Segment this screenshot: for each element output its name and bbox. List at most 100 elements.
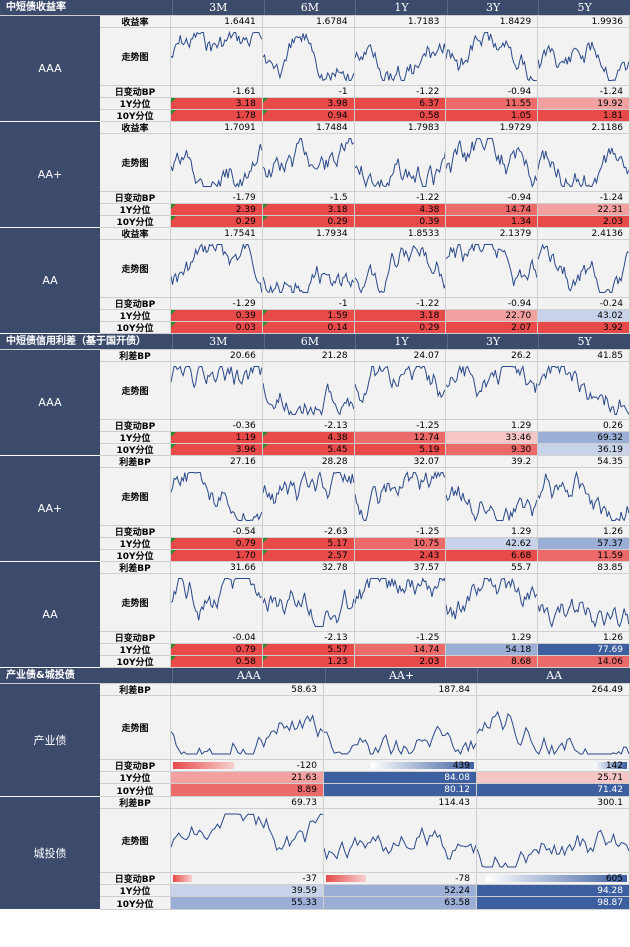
value-cell: 1.7183 — [354, 16, 447, 27]
value-text: 43.02 — [597, 310, 623, 321]
value-cell: 2.07 — [446, 322, 539, 333]
data-row: 日变动BP -1.61 -1 -1.22 -0.94 -1.24 — [100, 86, 630, 98]
value-text: 2.1379 — [499, 228, 532, 239]
sparkline-chart — [263, 240, 354, 297]
data-row: 日变动BP -0.04 -2.13 -1.25 1.29 1.26 — [100, 632, 630, 644]
value-text: 11.55 — [505, 98, 532, 109]
value-cell: 0.14 — [262, 322, 355, 333]
trend-chart-cell — [538, 574, 630, 631]
value-text: -0.04 — [232, 632, 256, 643]
value-cell: -37 — [171, 873, 324, 884]
value-text: -1 — [338, 298, 348, 309]
data-row: 走势图 — [100, 809, 630, 873]
value-cell: 1.9936 — [538, 16, 630, 27]
value-text: 0.79 — [235, 644, 256, 655]
value-text: 0.26 — [602, 420, 623, 431]
value-cell: 5.57 — [262, 644, 355, 655]
trend-chart-cell — [354, 574, 447, 631]
value-text: 1.05 — [511, 110, 532, 121]
value-text: 0.03 — [235, 322, 256, 333]
value-text: 11.59 — [597, 550, 623, 561]
sparkline-path — [324, 828, 476, 859]
data-row: 10Y分位 0.29 0.29 0.39 1.34 2.03 — [100, 216, 630, 228]
trend-chart-cell — [262, 468, 355, 525]
column-header: 3Y — [446, 334, 539, 349]
value-cell: 1.81 — [538, 110, 630, 121]
value-text: 37.57 — [413, 562, 440, 573]
value-cell: 1.70 — [171, 550, 263, 561]
data-row: 利差BP 31.66 32.78 37.57 55.7 83.85 — [100, 562, 630, 574]
sparkline-chart — [263, 574, 354, 631]
data-row: 日变动BP -120 439 142 — [100, 760, 630, 772]
value-text: 1.6441 — [224, 16, 256, 27]
column-header: 3M — [172, 334, 264, 349]
value-text: 2.1186 — [591, 122, 623, 133]
value-cell: 55.7 — [446, 562, 539, 573]
value-cell: 0.26 — [538, 420, 630, 431]
data-row: 走势图 — [100, 134, 630, 192]
data-row: 1Y分位 0.79 5.57 14.74 54.18 77.69 — [100, 644, 630, 656]
value-cell: 26.2 — [446, 350, 539, 361]
value-cell: -1.5 — [262, 192, 355, 203]
value-cell: 2.39 — [171, 204, 263, 215]
trend-chart-cell — [446, 134, 539, 191]
value-text: 27.16 — [230, 456, 256, 467]
value-text: 22.31 — [597, 204, 623, 215]
data-row: 日变动BP -0.54 -2.63 -1.25 1.29 1.26 — [100, 526, 630, 538]
sparkline-chart — [446, 240, 537, 297]
data-row: 1Y分位 2.39 3.18 4.38 14.74 22.31 — [100, 204, 630, 216]
value-text: 0.29 — [327, 216, 348, 227]
row-label: 利差BP — [100, 797, 171, 809]
sparkline-path — [446, 245, 537, 286]
sparkline-chart — [171, 362, 262, 419]
value-cell: 14.74 — [354, 644, 447, 655]
value-text: 5.17 — [327, 538, 348, 549]
row-label: 走势图 — [100, 574, 171, 631]
value-cell: 2.1186 — [538, 122, 630, 133]
value-cell: 11.55 — [446, 98, 539, 109]
value-text: 142 — [605, 760, 623, 771]
sparkline-path — [355, 367, 446, 403]
value-cell: 1.29 — [446, 526, 539, 537]
value-text: 42.62 — [505, 538, 532, 549]
value-text: 63.58 — [444, 898, 470, 908]
value-text: 6.68 — [511, 550, 532, 561]
value-cell: 63.58 — [324, 897, 477, 909]
sparkline-chart — [538, 134, 629, 191]
value-text: 1.59 — [327, 310, 348, 321]
value-text: 8.68 — [511, 656, 532, 667]
value-cell: -1.24 — [538, 192, 630, 203]
trend-chart-cell — [477, 696, 630, 759]
value-cell: 1.23 — [262, 656, 355, 667]
value-text: 1.81 — [602, 110, 623, 121]
data-row: 10Y分位 0.58 1.23 2.03 8.68 14.06 — [100, 656, 630, 668]
value-text: 1.26 — [602, 632, 623, 643]
value-text: 55.7 — [511, 562, 532, 573]
value-cell: 22.70 — [446, 310, 539, 321]
data-row: 收益率 1.7541 1.7934 1.8533 2.1379 2.4136 — [100, 228, 630, 240]
value-text: 84.08 — [444, 772, 470, 783]
value-text: 0.39 — [235, 310, 256, 321]
value-cell: 1.6784 — [262, 16, 355, 27]
value-cell: 12.74 — [354, 432, 447, 443]
value-text: -120 — [296, 760, 317, 771]
value-text: 3.18 — [419, 310, 440, 321]
value-text: -1.5 — [330, 192, 348, 203]
value-text: 31.66 — [230, 562, 256, 573]
value-cell: 54.35 — [538, 456, 630, 467]
value-text: 264.49 — [591, 684, 624, 695]
value-cell: 605 — [477, 873, 630, 884]
value-cell: 1.29 — [446, 632, 539, 643]
value-cell: 31.66 — [171, 562, 263, 573]
trend-chart-cell — [262, 362, 355, 419]
value-cell: 55.33 — [171, 897, 324, 909]
sparkline-chart — [355, 28, 446, 85]
value-text: 1.23 — [327, 656, 348, 667]
value-cell: 52.24 — [324, 885, 477, 896]
value-text: -0.54 — [232, 526, 256, 537]
value-text: 24.07 — [413, 350, 440, 361]
value-cell: 43.02 — [538, 310, 630, 321]
value-cell: 1.26 — [538, 526, 630, 537]
data-row: 走势图 — [100, 696, 630, 760]
row-label: 10Y分位 — [100, 897, 171, 910]
